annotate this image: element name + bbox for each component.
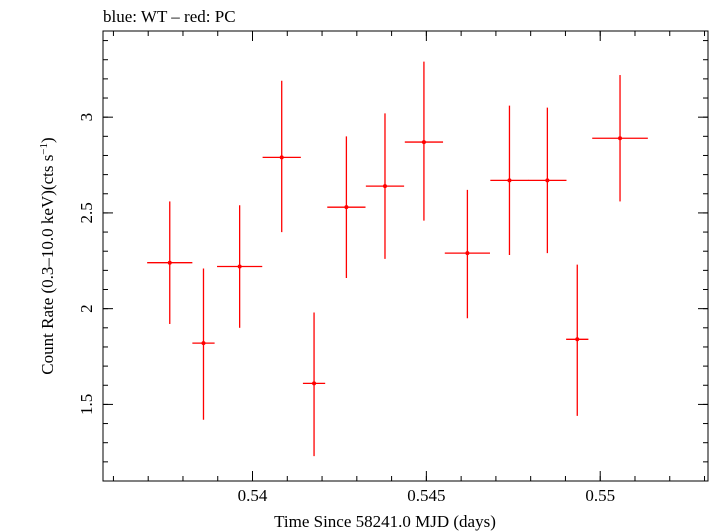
data-marker — [575, 337, 580, 342]
data-marker — [465, 251, 470, 256]
y-axis-label: Count Rate (0.3–10.0 keV)(cts s−1) — [38, 137, 57, 374]
data-point — [365, 113, 405, 259]
data-point — [592, 75, 648, 202]
plot-frame — [102, 30, 709, 482]
chart-title: blue: WT – red: PC — [103, 7, 236, 26]
data-point — [302, 312, 326, 457]
y-axis-label-close: ) — [38, 137, 57, 143]
x-axis-label: Time Since 58241.0 MJD (days) — [274, 512, 496, 531]
y-tick-label: 3 — [77, 113, 96, 122]
data-point — [217, 205, 263, 328]
data-point — [262, 80, 301, 233]
data-marker — [545, 178, 550, 183]
x-tick-label: 0.545 — [407, 486, 445, 505]
y-tick-label: 2 — [77, 304, 96, 313]
data-marker — [421, 140, 426, 145]
data-series — [147, 61, 648, 457]
data-marker — [312, 381, 317, 386]
y-tick-label: 1.5 — [77, 394, 96, 415]
data-point — [566, 264, 589, 416]
y-axis: 1.5 2 2.5 3 — [77, 40, 708, 482]
data-point — [327, 136, 366, 279]
data-marker — [618, 136, 623, 141]
data-marker — [507, 178, 512, 183]
data-point — [528, 107, 567, 254]
data-marker — [344, 205, 349, 210]
data-point — [192, 268, 215, 420]
x-tick-label: 0.55 — [585, 486, 615, 505]
data-point — [147, 201, 193, 324]
x-axis: 0.54 0.545 0.55 — [112, 31, 706, 505]
data-point — [444, 189, 490, 319]
y-tick-label: 2.5 — [77, 202, 96, 223]
data-point — [404, 61, 444, 221]
y-axis-label-exponent: −1 — [38, 143, 50, 155]
x-tick-label: 0.54 — [238, 486, 268, 505]
data-marker — [279, 155, 284, 160]
data-marker — [382, 184, 387, 189]
data-marker — [167, 260, 172, 265]
data-point — [490, 105, 529, 256]
data-marker — [237, 264, 242, 269]
data-marker — [201, 341, 206, 346]
y-axis-label-main: Count Rate (0.3–10.0 keV)(cts s — [38, 155, 57, 375]
